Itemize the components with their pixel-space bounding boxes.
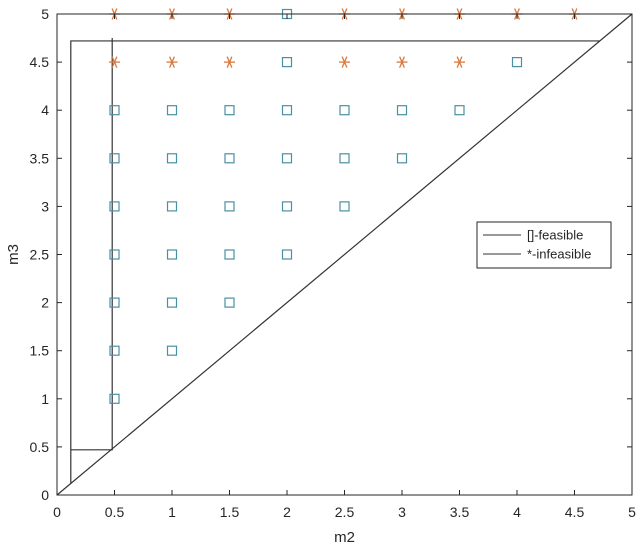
feasible-point xyxy=(166,201,178,212)
legend-box xyxy=(476,221,612,269)
feasible-point xyxy=(166,345,178,356)
x-tick-label: 1 xyxy=(168,504,176,520)
feasible-point xyxy=(109,105,120,116)
feasible-point xyxy=(224,201,235,212)
x-tick-label: 5 xyxy=(628,504,636,520)
legend: []-feasible *-infeasible xyxy=(476,221,612,269)
x-tick-label: 4 xyxy=(513,504,521,520)
y-tick-label: 1 xyxy=(41,391,49,407)
asterisk-stroke xyxy=(456,56,463,68)
y-axis-label: m3 xyxy=(5,244,22,265)
infeasible-point xyxy=(224,56,235,68)
feasible-point xyxy=(166,249,178,260)
y-tick-label: 2 xyxy=(41,295,49,311)
feasible-point xyxy=(109,393,120,404)
y-tick-label: 1.5 xyxy=(30,343,50,359)
asterisk-stroke xyxy=(169,56,175,68)
feasible-point xyxy=(281,201,293,212)
x-tick-label: 0 xyxy=(53,504,61,520)
feasible-point xyxy=(166,105,178,116)
feasible-point xyxy=(511,56,523,68)
asterisk-stroke xyxy=(226,56,233,68)
feasible-point xyxy=(224,297,235,308)
feasible-point xyxy=(396,153,408,164)
x-tick-label: 4.5 xyxy=(565,504,585,520)
feasible-point xyxy=(339,153,350,164)
feasible-point xyxy=(454,105,465,116)
y-tick-label: 2.5 xyxy=(30,247,50,263)
feasible-point xyxy=(109,297,120,308)
feasible-point xyxy=(281,249,293,260)
infeasible-point xyxy=(166,56,178,68)
asterisk-stroke xyxy=(111,56,118,68)
feasible-point xyxy=(166,153,178,164)
feasible-point xyxy=(224,249,235,260)
infeasible-point xyxy=(454,56,465,68)
y-tick-label: 4 xyxy=(41,102,49,118)
feasible-point xyxy=(281,153,293,164)
boundary-line-0 xyxy=(56,13,633,496)
infeasible-point xyxy=(109,56,120,68)
feasible-point xyxy=(396,105,408,116)
feasible-point xyxy=(109,345,120,356)
x-tick-label: 3.5 xyxy=(450,504,470,520)
legend-entry-feasible: []-feasible xyxy=(527,228,583,243)
feasible-point xyxy=(339,201,350,212)
feasible-point xyxy=(109,153,120,164)
boundary-lines xyxy=(56,13,633,496)
x-tick-label: 2.5 xyxy=(335,504,355,520)
x-axis-label: m2 xyxy=(334,529,355,546)
x-tick-label: 3 xyxy=(398,504,406,520)
feasible-point xyxy=(281,56,293,68)
y-tick-label: 3.5 xyxy=(30,150,50,166)
infeasible-point xyxy=(339,56,350,68)
feasible-point xyxy=(224,105,235,116)
feasible-point xyxy=(339,105,350,116)
y-tick-label: 0 xyxy=(41,487,49,503)
feasible-point xyxy=(109,249,120,260)
legend-entry-infeasible: *-infeasible xyxy=(527,247,591,262)
y-tick-label: 5 xyxy=(41,6,49,22)
y-tick-label: 4.5 xyxy=(30,54,50,70)
x-tick-label: 1.5 xyxy=(220,504,240,520)
boundary-line-2 xyxy=(70,38,113,451)
feasible-point xyxy=(224,153,235,164)
boundary-line-1 xyxy=(70,40,600,484)
y-tick-label: 3 xyxy=(41,198,49,214)
feasible-point xyxy=(281,105,293,116)
x-tick-label: 0.5 xyxy=(105,504,125,520)
asterisk-stroke xyxy=(399,56,405,68)
x-tick-label: 2 xyxy=(283,504,291,520)
asterisk-stroke xyxy=(341,56,348,68)
axis-ticks: 0 0.5 1 1.5 2 2.5 3 3.5 4 4.5 5 0 0.5 1 1.5 2 2.5 3 3.5 4 4.… xyxy=(30,6,637,520)
infeasible-point xyxy=(396,56,408,68)
y-tick-label: 0.5 xyxy=(30,439,50,455)
feasible-point xyxy=(109,201,120,212)
feasible-point xyxy=(166,297,178,308)
